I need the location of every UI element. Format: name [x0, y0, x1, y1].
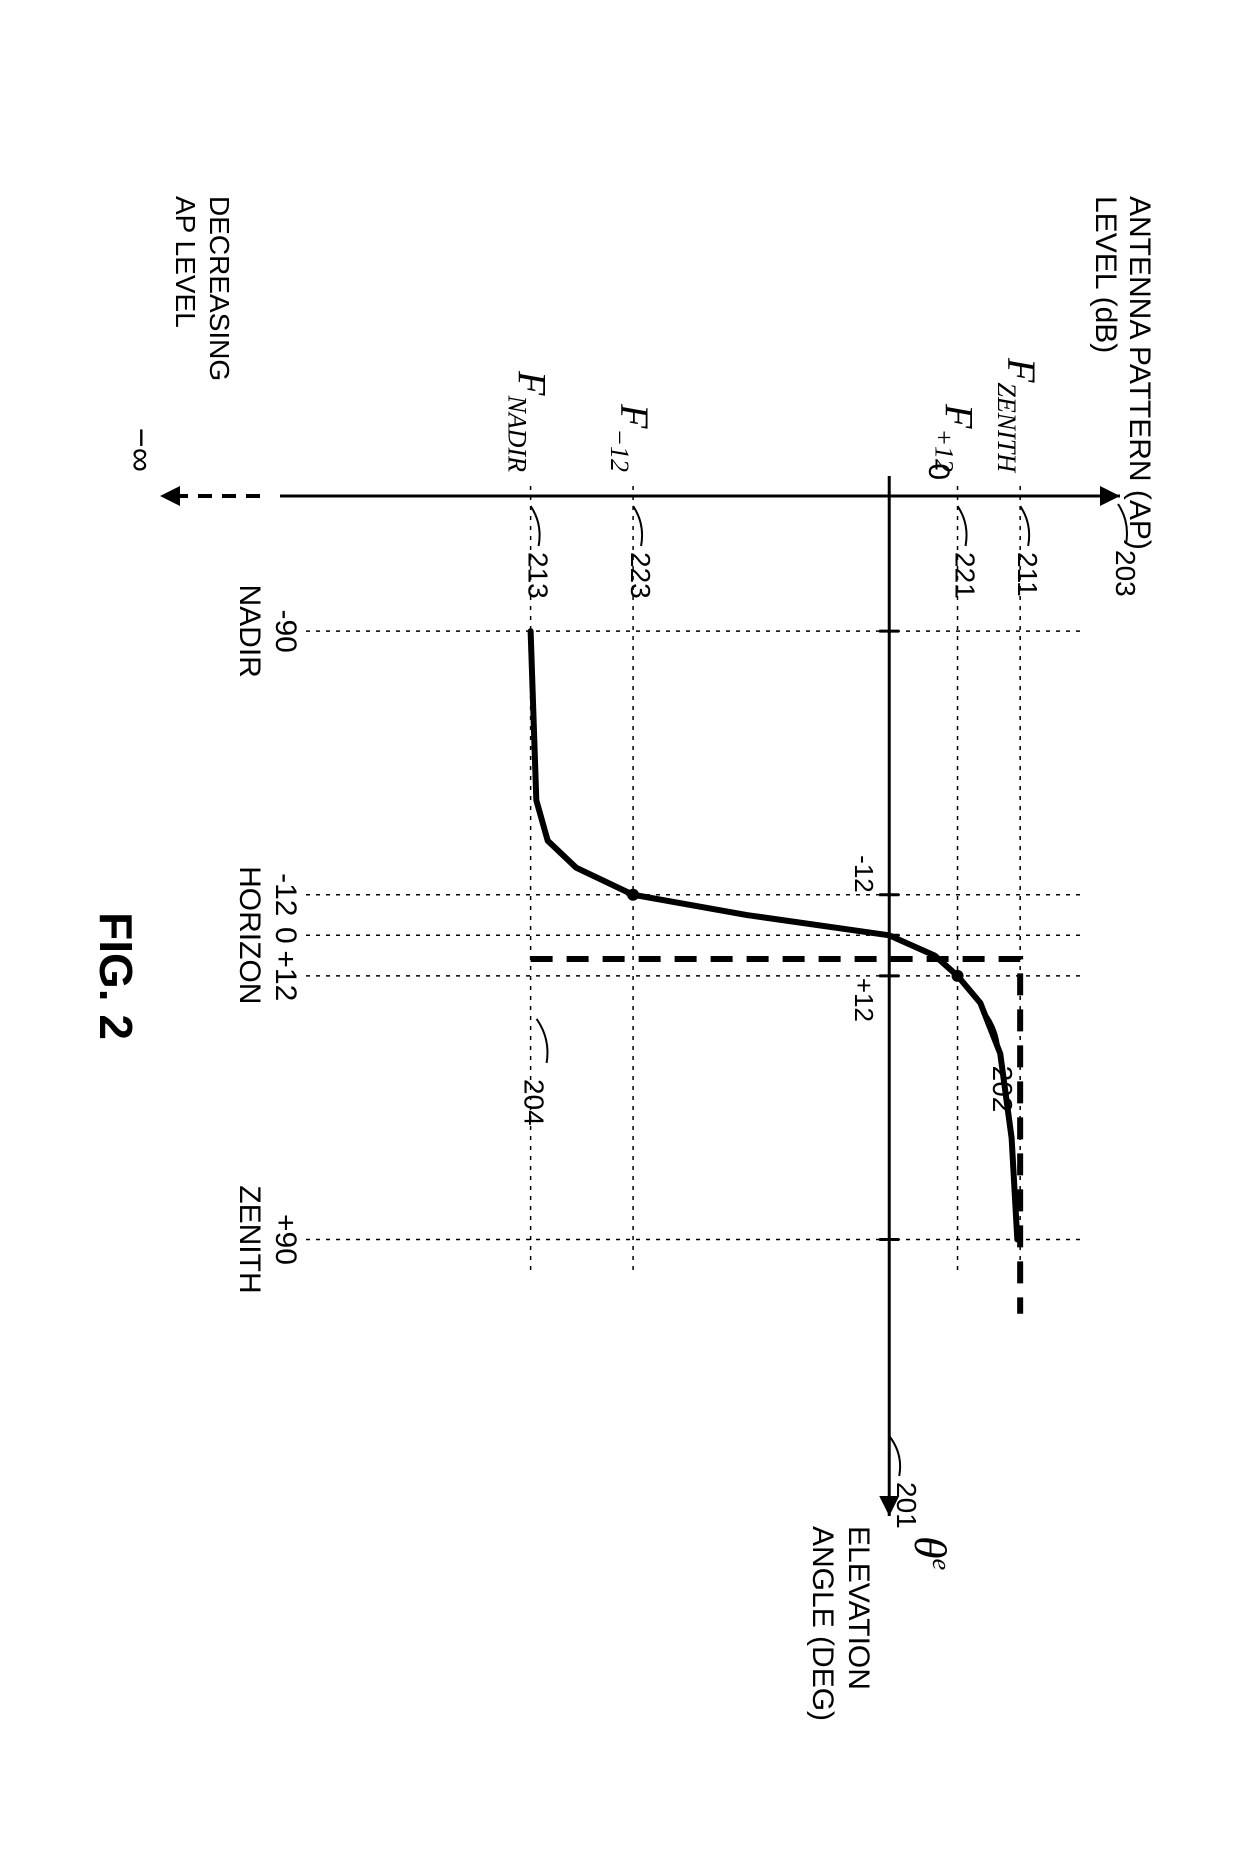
xtick-label: +12 [269, 950, 302, 1001]
level-zenith: FZENITH [992, 357, 1044, 473]
neg-infinity: −∞ [122, 428, 160, 472]
xtick-minus12-inline: -12 [849, 855, 879, 893]
xtick-sublabel: ZENITH [233, 1185, 266, 1293]
xtick-label: -12 [269, 873, 302, 916]
level-minus12: F−12 [605, 403, 657, 472]
antenna-pattern-curve [531, 631, 1018, 1239]
decreasing-1: DECREASING [204, 196, 235, 381]
ref-201: 201 [891, 1482, 922, 1529]
ref-204: 204 [519, 1079, 550, 1126]
y-axis-arrow-up [1100, 486, 1120, 506]
xtick-label: 0 [269, 927, 302, 944]
ref-leader-204 [537, 1019, 548, 1063]
ref-211: 211 [1012, 552, 1043, 597]
y-axis-title-2: LEVEL (dB) [1089, 196, 1122, 353]
figure-rotated-wrapper: 204202-90NADIR-120HORIZON+12+90ZENITH+12… [60, 136, 1180, 1736]
figure-caption: FIG. 2 [90, 912, 142, 1040]
ref-leader-201 [889, 1436, 900, 1476]
xtick-sublabel: NADIR [233, 585, 266, 678]
ref-leader [531, 506, 540, 546]
x-axis-symbol: θe [905, 1536, 956, 1570]
ideal-step-curve [531, 959, 1021, 1314]
page: 204202-90NADIR-120HORIZON+12+90ZENITH+12… [0, 0, 1240, 1873]
xtick-label: -90 [269, 609, 302, 652]
decreasing-2: AP LEVEL [170, 196, 201, 328]
ref-leader [958, 506, 967, 546]
ref-213: 213 [523, 552, 554, 599]
level-plus12: F+12 [930, 403, 982, 472]
ref-203: 203 [1110, 550, 1141, 597]
marker-point [952, 970, 964, 982]
ref-223: 223 [625, 552, 656, 599]
x-axis-title-2: ANGLE (DEG) [806, 1526, 839, 1721]
xtick-sublabel: HORIZON [233, 866, 266, 1004]
y-axis-arrow-down [160, 486, 180, 506]
x-axis-title-1: ELEVATION [842, 1526, 875, 1690]
xtick-label: +90 [269, 1214, 302, 1265]
marker-point [627, 889, 639, 901]
ref-leader [1020, 506, 1029, 546]
level-nadir: FNADIR [503, 370, 555, 472]
ref-221: 221 [950, 552, 981, 599]
ref-leader [633, 506, 642, 546]
figure-svg: 204202-90NADIR-120HORIZON+12+90ZENITH+12… [60, 136, 1180, 1736]
ref-202: 202 [987, 1066, 1018, 1113]
xtick-plus12-inline: +12 [849, 978, 879, 1022]
y-axis-title-1: ANTENNA PATTERN (AP) [1123, 196, 1156, 550]
